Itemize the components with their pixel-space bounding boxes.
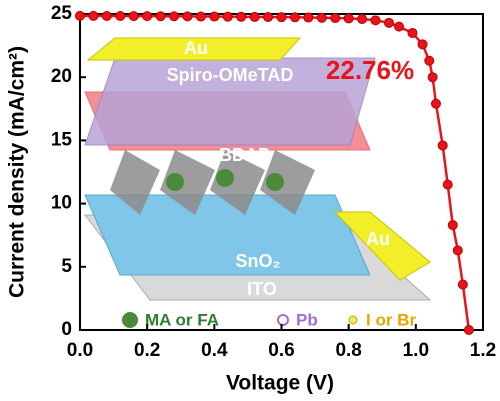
x-tick-label: 0.4 <box>201 340 228 361</box>
device-schematic <box>83 37 432 301</box>
data-point <box>427 72 438 83</box>
x-tick-label: 1.2 <box>470 340 496 361</box>
data-point <box>343 13 354 24</box>
data-point <box>263 12 274 23</box>
sno2-label: SnO₂ <box>236 251 281 271</box>
x-tick-label: 0.6 <box>268 340 294 361</box>
au-side-layer <box>333 211 431 281</box>
y-tick-label: 25 <box>51 3 73 24</box>
data-point <box>195 11 206 22</box>
y-axis-title: Current density (mA/cm²) <box>6 46 29 298</box>
data-point <box>169 11 180 22</box>
data-point <box>303 12 314 23</box>
legend-label: Pb <box>296 310 318 329</box>
data-point <box>430 98 441 109</box>
data-point <box>330 13 341 24</box>
spiro-layer <box>84 57 376 146</box>
data-point <box>289 12 300 23</box>
data-point <box>442 179 453 190</box>
cations <box>166 169 284 191</box>
y-tick-label: 0 <box>61 319 72 340</box>
schematic-legend: MA or FA Pb I or Br <box>122 310 416 329</box>
data-point <box>407 27 418 38</box>
ito-label: ITO <box>247 279 277 299</box>
data-point <box>447 220 458 231</box>
au-top-layer <box>86 37 302 61</box>
data-point <box>463 325 474 335</box>
data-point <box>222 11 233 22</box>
legend-swatch <box>348 315 358 325</box>
y-tick-label: 20 <box>51 66 72 87</box>
data-point <box>383 17 394 28</box>
data-point <box>437 140 448 151</box>
data-point <box>236 11 247 22</box>
legend-swatch <box>277 314 289 326</box>
data-point <box>452 245 463 256</box>
data-point <box>357 14 368 25</box>
data-point <box>249 11 260 22</box>
data-point <box>128 11 139 22</box>
legend-label: I or Br <box>366 310 416 329</box>
efficiency-label: 22.76% <box>326 55 414 85</box>
sno2-layer <box>84 194 371 276</box>
data-point <box>394 21 405 32</box>
au-side-label: Au <box>366 229 390 249</box>
perovskite <box>110 150 315 215</box>
legend-swatch <box>122 312 138 328</box>
spiro-label: Spiro-OMeTAD <box>167 65 294 85</box>
data-point <box>370 15 381 26</box>
x-tick-label: 0.2 <box>134 340 160 361</box>
bdad-label: BDAD <box>219 145 271 165</box>
data-point <box>276 12 287 23</box>
legend-label: MA or FA <box>145 310 219 329</box>
data-point <box>182 11 193 22</box>
x-tick-label: 0.8 <box>335 340 361 361</box>
y-tick-label: 5 <box>61 256 72 277</box>
data-point <box>417 39 428 50</box>
data-point <box>101 11 112 22</box>
data-point <box>88 10 99 21</box>
data-point <box>75 10 85 21</box>
x-tick-label: 1.0 <box>403 340 429 361</box>
data-point <box>457 279 468 290</box>
au-top-label: Au <box>184 38 208 58</box>
y-tick-label: 10 <box>51 193 72 214</box>
x-axis-title: Voltage (V) <box>226 372 334 395</box>
y-tick-label: 15 <box>51 129 73 150</box>
data-point <box>316 12 327 23</box>
data-point <box>155 11 166 22</box>
data-point <box>142 11 153 22</box>
data-point <box>424 55 435 66</box>
data-point <box>115 11 126 22</box>
data-point <box>209 11 220 22</box>
x-tick-label: 0.0 <box>67 340 93 361</box>
